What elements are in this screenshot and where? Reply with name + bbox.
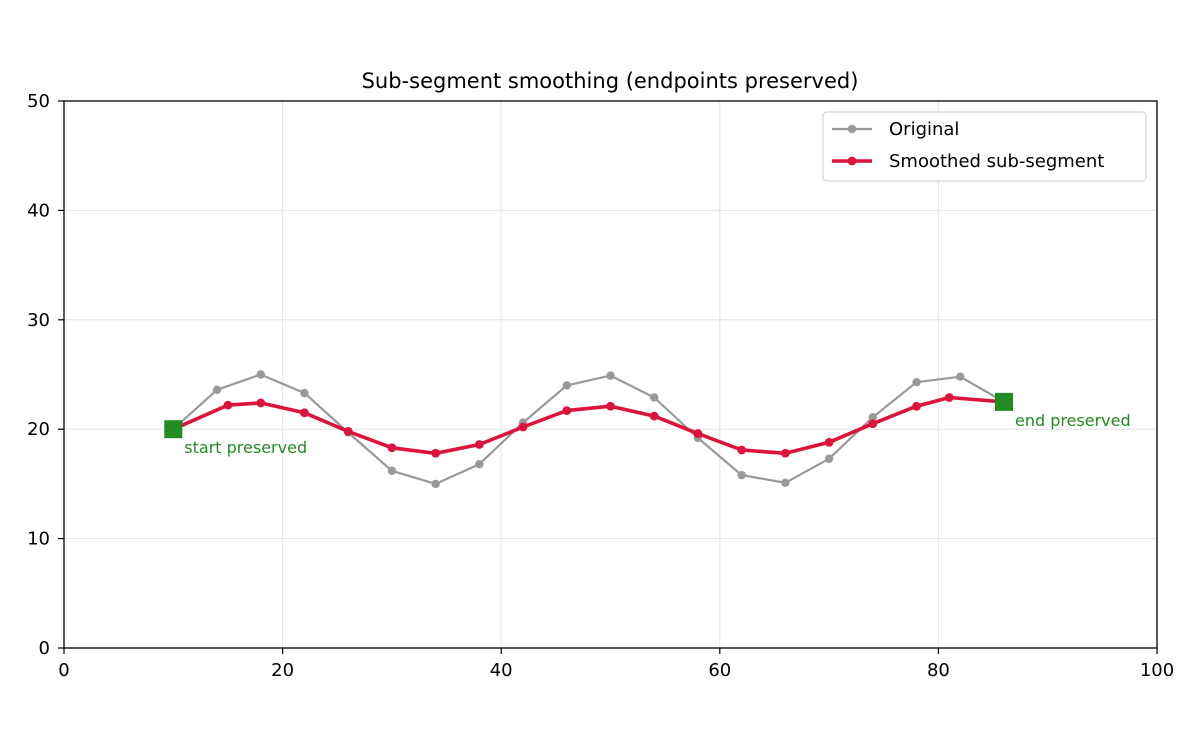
- original-point: [824, 454, 834, 463]
- legend: Original Smoothed sub-segment: [822, 111, 1147, 182]
- smoothed-sub-segment-point: [737, 445, 747, 455]
- smoothed-sub-segment-point: [780, 448, 790, 458]
- axes-frame: [63, 100, 1158, 649]
- smoothed-sub-segment-point: [606, 401, 615, 411]
- smoothed-sub-segment-point: [518, 422, 528, 432]
- smoothed-sub-segment-point: [649, 411, 659, 421]
- start-annotation: start preserved: [184, 438, 307, 457]
- smoothed-sub-segment-point: [868, 419, 878, 429]
- original-point: [606, 371, 615, 380]
- legend-marker-smoothed-sub-segment: [847, 156, 857, 166]
- smoothed-sub-segment-point: [256, 398, 266, 408]
- original-point: [912, 377, 921, 387]
- original-line: [172, 373, 1005, 485]
- x-tick-label: 60: [708, 660, 731, 681]
- smoothed-sub-segment-point: [300, 408, 309, 418]
- original-point: [256, 370, 265, 379]
- y-tick-label: 40: [27, 200, 50, 221]
- smoothed-sub-segment-point: [431, 448, 441, 458]
- original-point: [300, 388, 309, 398]
- end-annotation: end preserved: [1015, 411, 1131, 430]
- chart-title: Sub-segment smoothing (endpoints preserv…: [362, 69, 859, 93]
- original-point: [956, 372, 965, 381]
- y-tick-label: 20: [27, 419, 50, 440]
- smoothed-sub-segment-point: [944, 393, 954, 402]
- y-tick-label: 10: [27, 529, 50, 550]
- original-point: [562, 381, 571, 390]
- original-point: [868, 412, 878, 422]
- x-tick-label: 40: [490, 660, 513, 681]
- original-point: [431, 479, 440, 489]
- smoothed-sub-segment-point: [824, 437, 834, 447]
- original-point: [650, 393, 659, 402]
- legend-box: [822, 111, 1147, 182]
- smoothed-sub-segment-point: [912, 401, 921, 411]
- y-tick-label: 50: [27, 91, 50, 112]
- legend-label-original: Original: [889, 119, 959, 140]
- legend-label-smoothed-sub-segment: Smoothed sub-segment: [889, 151, 1104, 172]
- smoothed-sub-segment-point: [343, 426, 353, 436]
- x-tick-label: 100: [1140, 660, 1174, 681]
- endpoint-marker: [164, 420, 183, 439]
- original-point: [387, 466, 397, 475]
- smoothed-sub-segment-line: [172, 395, 1005, 456]
- endpoint-marker: [994, 392, 1013, 411]
- x-tick-label: 0: [58, 660, 69, 681]
- y-tick-label: 0: [39, 638, 50, 659]
- smoothed-sub-segment-point: [562, 406, 572, 416]
- smoothed-sub-segment-point: [693, 429, 703, 438]
- x-tick-label: 20: [271, 660, 294, 681]
- x-tick-label: 80: [927, 660, 950, 681]
- original-point: [475, 460, 484, 469]
- original-point: [212, 385, 222, 395]
- y-tick-label: 30: [27, 310, 50, 331]
- smoothed-sub-segment-point: [387, 443, 397, 453]
- ticks: 0 20 40 60 80 100 0 10 20 30 40 50: [27, 91, 1174, 681]
- original-point: [781, 478, 790, 488]
- legend-marker-original: [847, 124, 857, 134]
- original-point: [737, 470, 746, 480]
- annotation-layer: start preserved end preserved: [164, 392, 1131, 457]
- smoothed-sub-segment-point: [223, 400, 233, 410]
- smoothed-sub-segment-point: [474, 440, 484, 449]
